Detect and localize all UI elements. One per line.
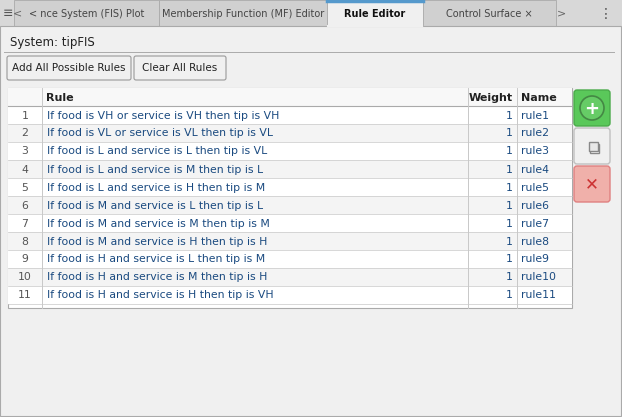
- Text: 1: 1: [506, 128, 513, 138]
- Bar: [8, 88, 572, 308]
- Text: If food is VH or service is VH then tip is VH: If food is VH or service is VH then tip …: [47, 111, 279, 121]
- Text: 6: 6: [22, 201, 29, 211]
- Text: If food is H and service is M then tip is H: If food is H and service is M then tip i…: [47, 272, 267, 282]
- Text: rule4: rule4: [521, 164, 549, 174]
- Bar: [8, 268, 572, 286]
- Text: 9: 9: [22, 254, 29, 264]
- Text: If food is H and service is H then tip is VH: If food is H and service is H then tip i…: [47, 291, 274, 301]
- Bar: [423, 0, 556, 26]
- Text: If food is L and service is M then tip is L: If food is L and service is M then tip i…: [47, 164, 263, 174]
- Text: 1: 1: [506, 146, 513, 156]
- Bar: [8, 286, 572, 304]
- Text: < nce System (FIS) Plot: < nce System (FIS) Plot: [29, 8, 144, 18]
- Bar: [8, 106, 572, 124]
- Text: <: <: [13, 8, 22, 18]
- Bar: [327, 0, 423, 26]
- Text: rule3: rule3: [521, 146, 549, 156]
- Text: rule10: rule10: [521, 272, 556, 282]
- Bar: [8, 250, 572, 268]
- FancyBboxPatch shape: [574, 166, 610, 202]
- Text: System: tipFIS: System: tipFIS: [10, 35, 95, 48]
- Text: rule2: rule2: [521, 128, 549, 138]
- Text: 1: 1: [506, 164, 513, 174]
- Text: 1: 1: [506, 201, 513, 211]
- Text: >: >: [557, 8, 566, 18]
- Text: ✕: ✕: [585, 176, 599, 193]
- Text: 8: 8: [22, 236, 29, 246]
- Text: rule1: rule1: [521, 111, 549, 121]
- Text: 3: 3: [22, 146, 29, 156]
- Text: 1: 1: [506, 183, 513, 193]
- Text: 1: 1: [506, 291, 513, 301]
- Bar: [8, 160, 572, 178]
- Bar: [590, 143, 599, 153]
- Text: Add All Possible Rules: Add All Possible Rules: [12, 63, 126, 73]
- Text: 10: 10: [18, 272, 32, 282]
- Text: If food is M and service is M then tip is M: If food is M and service is M then tip i…: [47, 219, 270, 229]
- Text: +: +: [585, 100, 600, 118]
- Bar: [159, 0, 327, 26]
- Bar: [14, 0, 159, 26]
- Text: 1: 1: [506, 219, 513, 229]
- Text: 5: 5: [22, 183, 29, 193]
- Bar: [8, 88, 572, 106]
- Text: 1: 1: [506, 272, 513, 282]
- Bar: [8, 232, 572, 250]
- Bar: [8, 214, 572, 232]
- Text: Weight: Weight: [469, 93, 513, 103]
- Text: Clear All Rules: Clear All Rules: [142, 63, 218, 73]
- Text: rule6: rule6: [521, 201, 549, 211]
- Bar: [0, 0, 622, 26]
- Text: 7: 7: [22, 219, 29, 229]
- Bar: [8, 178, 572, 196]
- Bar: [8, 142, 572, 160]
- Text: Control Surface ×: Control Surface ×: [446, 8, 533, 18]
- Text: rule7: rule7: [521, 219, 549, 229]
- Text: Membership Function (MF) Editor: Membership Function (MF) Editor: [162, 8, 324, 18]
- Text: ⋮: ⋮: [599, 7, 613, 20]
- FancyBboxPatch shape: [134, 56, 226, 80]
- Bar: [8, 196, 572, 214]
- FancyBboxPatch shape: [574, 90, 610, 126]
- Text: Rule Editor: Rule Editor: [345, 8, 406, 18]
- Text: rule9: rule9: [521, 254, 549, 264]
- Text: 1: 1: [22, 111, 29, 121]
- Circle shape: [580, 96, 604, 120]
- Text: If food is VL or service is VL then tip is VL: If food is VL or service is VL then tip …: [47, 128, 273, 138]
- Text: 1: 1: [506, 111, 513, 121]
- Bar: [588, 141, 598, 151]
- Text: If food is L and service is H then tip is M: If food is L and service is H then tip i…: [47, 183, 265, 193]
- Text: If food is L and service is L then tip is VL: If food is L and service is L then tip i…: [47, 146, 267, 156]
- FancyBboxPatch shape: [574, 128, 610, 164]
- Text: 2: 2: [22, 128, 29, 138]
- Text: 11: 11: [18, 291, 32, 301]
- Text: rule11: rule11: [521, 291, 556, 301]
- Bar: [8, 124, 572, 142]
- Text: rule5: rule5: [521, 183, 549, 193]
- Text: Rule: Rule: [46, 93, 73, 103]
- Text: 1: 1: [506, 236, 513, 246]
- Text: rule8: rule8: [521, 236, 549, 246]
- Text: 1: 1: [506, 254, 513, 264]
- Text: If food is H and service is L then tip is M: If food is H and service is L then tip i…: [47, 254, 265, 264]
- Text: ≡: ≡: [3, 7, 14, 20]
- Text: 4: 4: [22, 164, 29, 174]
- Text: If food is M and service is H then tip is H: If food is M and service is H then tip i…: [47, 236, 267, 246]
- FancyBboxPatch shape: [7, 56, 131, 80]
- Text: If food is M and service is L then tip is L: If food is M and service is L then tip i…: [47, 201, 263, 211]
- Text: Name: Name: [521, 93, 557, 103]
